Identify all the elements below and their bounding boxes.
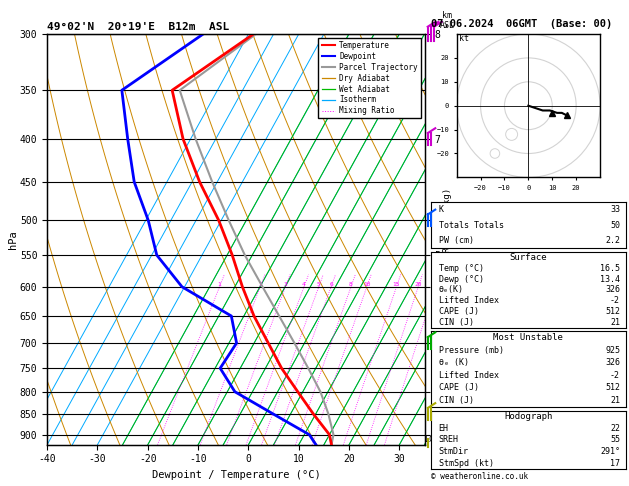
Text: K: K [438,206,443,214]
Y-axis label: hPa: hPa [8,230,18,249]
Text: CAPE (J): CAPE (J) [438,307,479,316]
Text: Most Unstable: Most Unstable [493,333,564,342]
Text: PW (cm): PW (cm) [438,236,474,245]
Text: 50: 50 [610,221,620,230]
Text: Hodograph: Hodograph [504,412,552,421]
Text: km
ASL: km ASL [440,11,455,30]
Text: 49°02'N  20°19'E  B12m  ASL: 49°02'N 20°19'E B12m ASL [47,22,230,32]
Text: 2.2: 2.2 [605,236,620,245]
Text: 13.4: 13.4 [600,275,620,284]
Text: CAPE (J): CAPE (J) [438,383,479,393]
Text: 07.06.2024  06GMT  (Base: 00): 07.06.2024 06GMT (Base: 00) [431,19,612,29]
Text: Totals Totals: Totals Totals [438,221,504,230]
Text: 512: 512 [605,383,620,393]
Text: 10: 10 [363,282,370,287]
Text: Surface: Surface [509,253,547,262]
Text: Pressure (mb): Pressure (mb) [438,346,504,355]
Text: 3: 3 [284,282,287,287]
Text: © weatheronline.co.uk: © weatheronline.co.uk [431,472,528,481]
Text: 512: 512 [605,307,620,316]
Text: 6: 6 [329,282,333,287]
Text: Dewp (°C): Dewp (°C) [438,275,484,284]
Text: 4: 4 [302,282,306,287]
Text: θₑ (K): θₑ (K) [438,358,469,367]
Text: 22: 22 [610,424,620,433]
Text: -2: -2 [610,371,620,380]
Text: Lifted Index: Lifted Index [438,296,499,305]
Text: 17: 17 [610,459,620,468]
Text: 16.5: 16.5 [600,264,620,273]
Text: -2: -2 [610,296,620,305]
Legend: Temperature, Dewpoint, Parcel Trajectory, Dry Adiabat, Wet Adiabat, Isotherm, Mi: Temperature, Dewpoint, Parcel Trajectory… [318,38,421,119]
Text: 8: 8 [349,282,353,287]
Text: CIN (J): CIN (J) [438,396,474,405]
Text: kt: kt [459,34,469,43]
Text: Lifted Index: Lifted Index [438,371,499,380]
Text: 25: 25 [431,282,439,287]
X-axis label: Dewpoint / Temperature (°C): Dewpoint / Temperature (°C) [152,470,320,480]
Text: SREH: SREH [438,435,459,444]
Text: 1: 1 [218,282,221,287]
Text: 291°: 291° [600,447,620,456]
Text: StmDir: StmDir [438,447,469,456]
Text: 55: 55 [610,435,620,444]
Text: LCL: LCL [425,435,440,444]
Text: θₑ(K): θₑ(K) [438,285,464,295]
Text: 33: 33 [610,206,620,214]
Text: CIN (J): CIN (J) [438,318,474,327]
Text: StmSpd (kt): StmSpd (kt) [438,459,494,468]
Text: EH: EH [438,424,448,433]
Text: 21: 21 [610,318,620,327]
Text: Temp (°C): Temp (°C) [438,264,484,273]
Text: 326: 326 [605,358,620,367]
Text: 21: 21 [610,396,620,405]
Text: 5: 5 [317,282,321,287]
Text: 326: 326 [605,285,620,295]
Text: 15: 15 [392,282,400,287]
Text: 925: 925 [605,346,620,355]
Y-axis label: Mixing Ratio (g/kg): Mixing Ratio (g/kg) [443,188,452,291]
Text: 2: 2 [259,282,262,287]
Text: 20: 20 [415,282,422,287]
